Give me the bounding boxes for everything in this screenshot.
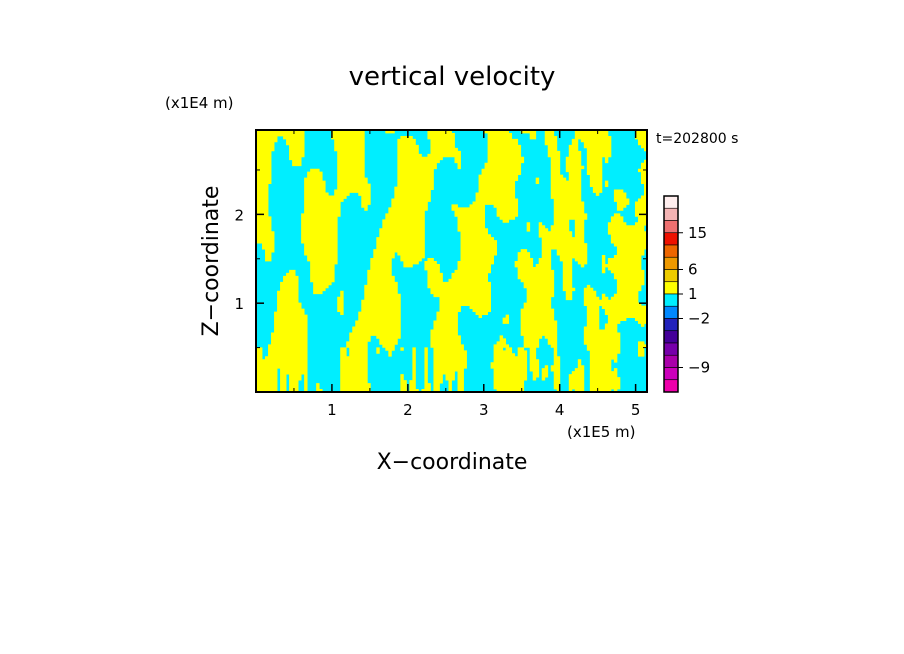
colorbar-tick-label: 6: [688, 261, 698, 279]
x-tick-label: 1: [327, 401, 337, 419]
y-axis-ticks: 12: [234, 169, 647, 349]
y-tick-label: 2: [234, 206, 244, 224]
x-unit-label: (x1E5 m): [567, 423, 636, 441]
x-tick-label: 2: [403, 401, 413, 419]
colorbar-band: [663, 330, 679, 344]
plot-frame: [255, 129, 648, 393]
colorbar-band: [663, 232, 679, 246]
colorbar-band: [663, 367, 679, 381]
x-tick-label: 4: [555, 401, 565, 419]
x-axis-ticks: 1 2 3 4 5: [293, 130, 641, 419]
colorbar-tick-label: −2: [688, 310, 710, 328]
colorbar-band: [663, 281, 679, 295]
x-tick-label: 5: [631, 401, 641, 419]
y-unit-label: (x1E4 m): [165, 94, 234, 112]
colorbar-band: [663, 305, 679, 319]
colorbar-band: [663, 293, 679, 307]
colorbar: 15 6 1 −2 −9: [663, 195, 710, 393]
colorbar-band: [663, 256, 679, 270]
colorbar-tick-label: −9: [688, 359, 710, 377]
y-axis-label: Z−coordinate: [199, 186, 224, 337]
colorbar-band: [663, 379, 679, 393]
chart-title: vertical velocity: [349, 62, 556, 92]
colorbar-tick-label: 1: [688, 285, 698, 303]
colorbar-band: [663, 220, 679, 234]
plot-area: [255, 129, 648, 393]
colorbar-band: [663, 207, 679, 221]
colorbar-band: [663, 269, 679, 283]
colorbar-band: [663, 195, 679, 209]
y-tick-label: 1: [234, 295, 244, 313]
colorbar-band: [663, 244, 679, 258]
x-axis-label: X−coordinate: [377, 450, 528, 475]
colorbar-band: [663, 354, 679, 368]
x-tick-label: 3: [479, 401, 489, 419]
positive-velocity-regions: [256, 130, 647, 392]
colorbar-band: [663, 342, 679, 356]
velocity-field: [256, 130, 647, 392]
colorbar-tick-label: 15: [688, 224, 707, 242]
colorbar-band: [663, 318, 679, 332]
time-label: t=202800 s: [656, 131, 738, 147]
